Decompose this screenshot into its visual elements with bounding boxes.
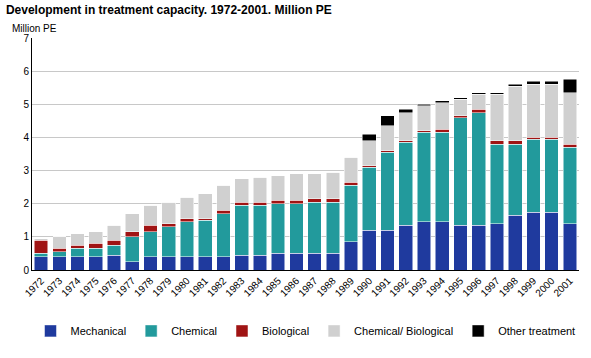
svg-text:6: 6 [23, 66, 29, 77]
svg-text:2000: 2000 [533, 275, 557, 299]
svg-text:5: 5 [23, 99, 29, 110]
svg-text:1980: 1980 [168, 275, 192, 299]
svg-text:1989: 1989 [333, 275, 357, 299]
svg-text:0: 0 [23, 265, 29, 276]
svg-text:1988: 1988 [314, 275, 338, 299]
svg-text:1984: 1984 [241, 275, 265, 299]
svg-text:1983: 1983 [223, 275, 247, 299]
svg-text:1990: 1990 [351, 275, 375, 299]
svg-text:Chemical/ Biological: Chemical/ Biological [354, 325, 453, 337]
svg-text:1976: 1976 [95, 275, 119, 299]
svg-text:Chemical: Chemical [171, 325, 217, 337]
svg-text:1986: 1986 [278, 275, 302, 299]
svg-text:1979: 1979 [150, 275, 174, 299]
svg-text:1993: 1993 [405, 275, 429, 299]
svg-text:1973: 1973 [41, 275, 65, 299]
svg-text:1991: 1991 [369, 275, 393, 299]
svg-text:4: 4 [23, 132, 29, 143]
svg-text:1977: 1977 [114, 275, 138, 299]
svg-text:1975: 1975 [77, 275, 101, 299]
svg-text:1972: 1972 [23, 275, 47, 299]
svg-text:1998: 1998 [497, 275, 521, 299]
svg-text:1994: 1994 [424, 275, 448, 299]
svg-text:1997: 1997 [478, 275, 502, 299]
svg-text:1992: 1992 [387, 275, 411, 299]
svg-text:1999: 1999 [515, 275, 539, 299]
svg-text:1981: 1981 [187, 275, 211, 299]
svg-text:3: 3 [23, 165, 29, 176]
svg-text:Million PE: Million PE [12, 23, 57, 34]
svg-text:1978: 1978 [132, 275, 156, 299]
svg-text:1982: 1982 [205, 275, 229, 299]
svg-text:1995: 1995 [442, 275, 466, 299]
svg-text:1974: 1974 [59, 275, 83, 299]
svg-text:1: 1 [23, 231, 29, 242]
svg-text:Development in treatment capac: Development in treatment capacity. 1972-… [6, 3, 332, 17]
svg-text:1987: 1987 [296, 275, 320, 299]
svg-text:2001: 2001 [551, 275, 575, 299]
svg-text:1996: 1996 [460, 275, 484, 299]
svg-text:Biological: Biological [262, 325, 309, 337]
svg-text:7: 7 [23, 33, 29, 44]
svg-text:Other treatment: Other treatment [498, 325, 575, 337]
svg-text:Mechanical: Mechanical [71, 325, 127, 337]
svg-text:2: 2 [23, 198, 29, 209]
svg-text:1985: 1985 [260, 275, 284, 299]
